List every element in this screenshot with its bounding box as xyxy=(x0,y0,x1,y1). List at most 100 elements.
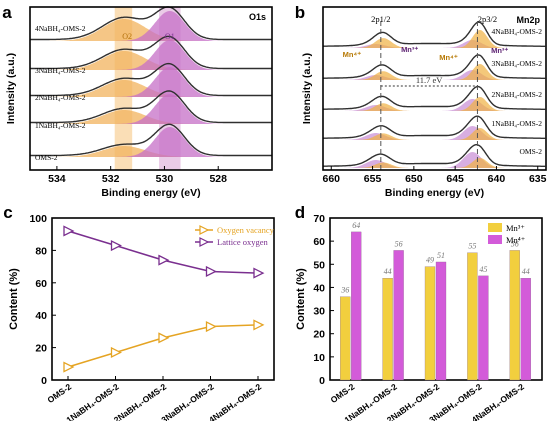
bar-value-label: 49 xyxy=(426,256,434,265)
panel-b: 4NaBH₄-OMS-2 3NaBH₄-OMS-2 2NaBH₄-OMS-2 1NaB… xyxy=(295,3,547,199)
x-tick-label: OMS-2 xyxy=(329,381,357,405)
y-tick-label: 100 xyxy=(29,213,47,225)
bar-mn4 xyxy=(520,278,531,381)
bar-value-label: 45 xyxy=(479,265,487,274)
spectrum-envelope xyxy=(30,6,272,41)
x-tick-label: 650 xyxy=(405,173,423,185)
peak-label-o1: O1 xyxy=(165,32,175,41)
series-marker xyxy=(63,225,75,237)
panel-d: 0102030405060703664OMS-244561NaBH₄-OMS-2… xyxy=(295,203,543,421)
mn3-label-right: Mn³⁺ xyxy=(491,46,508,55)
mn4-component xyxy=(323,97,546,111)
splitting-label: 11.7 eV xyxy=(416,75,443,85)
plot-frame xyxy=(29,6,273,171)
o1-component xyxy=(30,94,272,124)
mn4-component xyxy=(323,158,546,168)
x-tick-label: 635 xyxy=(529,173,547,185)
spectrum-envelope xyxy=(323,85,546,110)
x-tick-label: 640 xyxy=(488,173,506,185)
legend-swatch xyxy=(488,235,502,244)
bar-value-label: 51 xyxy=(437,251,445,260)
o2-component xyxy=(30,19,272,41)
peak-label-o2: O2 xyxy=(122,32,132,41)
panel-c: 0 20 40 60 80 100 OMS-21NaBH₄-OMS-22NaBH₄-OMS-… xyxy=(3,203,275,421)
panel-letter-a: a xyxy=(2,3,12,22)
sample-label: OMS-2 xyxy=(35,153,58,162)
x-tick-label: 3NaBH₄-OMS-2 xyxy=(159,381,215,421)
y-tick-label: 40 xyxy=(313,282,325,294)
x-tick-label: 1NaBH₄-OMS-2 xyxy=(64,381,120,421)
series-marker xyxy=(205,320,217,333)
o2-component xyxy=(30,51,272,70)
bar-value-label: 64 xyxy=(352,221,360,230)
x-tick-label: 528 xyxy=(209,173,227,185)
y-tick-label: 30 xyxy=(313,306,325,318)
bar-mn3 xyxy=(509,250,520,381)
legend-label: Oxygen vacancy xyxy=(217,225,275,235)
plot-frame xyxy=(322,6,547,171)
mn4-component xyxy=(323,30,546,48)
sample-label: 3NaBH₄-OMS-2 xyxy=(491,59,542,68)
peak-label-2p12: 2p1/2 xyxy=(371,14,390,24)
spectrum-envelope xyxy=(30,90,272,124)
y-axis-title: Content (%) xyxy=(8,268,20,330)
sample-label: 4NaBH₄-OMS-2 xyxy=(491,27,542,36)
y-tick-label: 20 xyxy=(313,329,325,341)
y-tick-label: 60 xyxy=(35,278,47,290)
y-tick-label: 60 xyxy=(313,236,325,248)
spectrum-envelope xyxy=(30,35,272,70)
sample-label: 1NaBH₄-OMS-2 xyxy=(491,119,542,128)
x-axis-title: Binding energy (eV) xyxy=(101,187,200,199)
panel-a: 4NaBH₄-OMS-2 3NaBH₄-OMS-2 2NaBH₄-OMS-2 1NaB… xyxy=(2,3,273,199)
series-marker xyxy=(253,319,265,331)
spectrum-envelope xyxy=(323,54,546,79)
mn3-label-left: Mn³⁺ xyxy=(401,45,418,54)
y-axis-title: Intensity (a.u.) xyxy=(301,53,313,124)
sample-label: 1NaBH₄-OMS-2 xyxy=(35,121,86,130)
panel-a-title: O1s xyxy=(249,12,266,22)
o1-component xyxy=(30,40,272,70)
spectrum-envelope xyxy=(323,144,546,167)
series-marker xyxy=(158,332,170,344)
series-marker xyxy=(110,239,122,252)
series-marker xyxy=(158,254,170,266)
y-tick-label: 0 xyxy=(41,375,47,387)
o2-component xyxy=(30,110,272,124)
legend-swatch xyxy=(488,223,502,232)
sample-label: 4NaBH₄-OMS-2 xyxy=(35,24,86,33)
mn4-component xyxy=(323,64,546,80)
y-axis-title: Intensity (a.u.) xyxy=(5,53,17,124)
sample-label: 2NaBH₄-OMS-2 xyxy=(491,90,542,99)
mn4-label-right: Mn⁴⁺ xyxy=(439,53,458,62)
y-tick-label: 10 xyxy=(313,352,325,364)
y-tick-label: 70 xyxy=(313,213,325,225)
mn4-label-left: Mn⁴⁺ xyxy=(343,50,362,59)
panel-letter-c: c xyxy=(3,203,12,222)
x-tick-label: 655 xyxy=(364,173,382,185)
x-tick-label: 4NaBH₄-OMS-2 xyxy=(207,381,263,421)
bar-mn4 xyxy=(478,275,489,381)
o2-component xyxy=(30,80,272,97)
bar-value-label: 36 xyxy=(340,286,349,295)
x-axis-title: Binding energy (eV) xyxy=(385,187,484,199)
y-tick-label: 50 xyxy=(313,259,325,271)
bar-mn4 xyxy=(351,231,362,381)
bar-value-label: 55 xyxy=(468,242,476,251)
x-tick-label: 2NaBH₄-OMS-2 xyxy=(112,381,168,421)
x-tick-label: 532 xyxy=(102,173,120,185)
o1-component xyxy=(30,67,272,97)
spectrum-envelope xyxy=(323,115,546,139)
legend-label: Lattice oxygen xyxy=(217,237,268,247)
o2-component xyxy=(30,146,272,157)
o1-component xyxy=(30,11,272,41)
sample-label: 2NaBH₄-OMS-2 xyxy=(35,93,86,102)
series-marker xyxy=(205,265,217,278)
y-tick-label: 20 xyxy=(35,343,47,355)
spectrum-envelope xyxy=(30,62,272,97)
bar-value-label: 44 xyxy=(522,267,530,276)
series-marker xyxy=(63,361,75,373)
bar-value-label: 56 xyxy=(511,239,519,248)
panel-letter-b: b xyxy=(295,3,305,22)
sample-label: OMS-2 xyxy=(519,147,542,156)
